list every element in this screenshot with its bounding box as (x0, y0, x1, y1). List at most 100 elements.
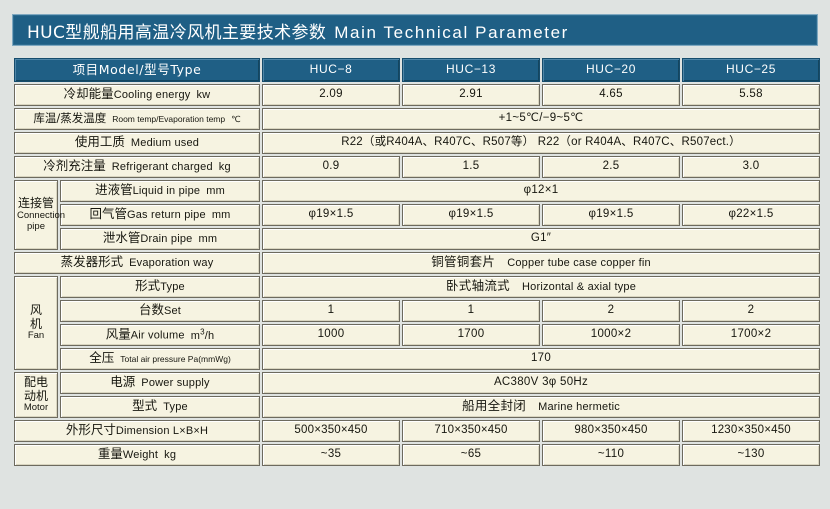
cell-air-volume-huc25: 1700×2 (682, 324, 821, 346)
cell-weight-huc8: ~35 (262, 444, 401, 466)
unit-tail: /h (204, 329, 215, 342)
group-label-cn-1: 配电 (23, 374, 48, 389)
label-cn: 进液管 (95, 182, 133, 198)
label-en: Total air pressure Pa(mmWg) (120, 354, 231, 365)
page-title-cn: HUC型舰船用高温冷风机主要技术参数 (27, 22, 327, 43)
cell-dimension-huc25: 1230×350×450 (682, 420, 821, 442)
unit-sup: 3 (200, 327, 205, 337)
label-en: Air volume (130, 329, 185, 342)
row-label-dimension: 外形尺寸Dimension L×B×H (14, 420, 261, 442)
label-cn: 台数 (138, 302, 164, 318)
table-row-air-volume: 风量Air volume m3/h 1000 1700 1000×2 1700×2 (14, 324, 821, 346)
label-unit: kg (164, 449, 177, 462)
group-label-en-1: Connection (17, 209, 66, 221)
table-row-refrigerant-charged: 冷剂充注量 Refrigerant charged kg 0.9 1.5 2.5 3… (14, 156, 821, 178)
cell-gas-return-huc13: φ19×1.5 (402, 204, 541, 226)
technical-parameter-table: 项目Model/型号Type HUC−8 HUC−13 HUC−20 HUC−2… (12, 56, 822, 468)
label-en: Type (163, 401, 188, 414)
group-label-connection-pipe: 连接管 Connection pipe (14, 180, 66, 250)
label-cn: 全压 (89, 350, 115, 366)
cell-dimension-huc20: 980×350×450 (542, 420, 681, 442)
group-label-fan: 风 机 Fan (14, 276, 58, 370)
cell-cooling-energy-huc8: 2.09 (262, 84, 401, 106)
label-en: Room temp/Evaporation temp (112, 113, 226, 124)
value-cn: 铜管铜套片 (431, 254, 496, 270)
cell-air-volume-huc20: 1000×2 (542, 324, 681, 346)
row-label-refrigerant-charged: 冷剂充注量 Refrigerant charged kg (14, 156, 261, 178)
row-label-liquid-in-pipe: 进液管Liquid in pipe mm (60, 180, 261, 202)
label-cn: 重量 (97, 446, 123, 462)
label-cn: 形式 (135, 278, 161, 294)
label-unit: kg (218, 161, 231, 174)
table-row-liquid-in-pipe: 连接管 Connection pipe 进液管Liquid in pipe mm … (14, 180, 821, 250)
row-label-fan-type: 形式Type (60, 276, 261, 298)
table-row-weight: 重量Weight kg ~35 ~65 ~110 ~130 (14, 444, 821, 466)
label-cn: 回气管 (89, 206, 127, 222)
table-row-medium-used: 使用工质 Medium used R22（或R404A、R407C、R507等） … (14, 132, 821, 154)
table-row-evaporation-way: 蒸发器形式 Evaporation way 铜管铜套片 Copper tube ca… (14, 252, 821, 274)
label-unit: mm (211, 209, 231, 222)
label-en: Set (163, 305, 182, 318)
cell-cooling-energy-huc20: 4.65 (542, 84, 681, 106)
table-row-power-supply: 配电 动机 Motor 电源 Power supply AC380V 3φ 50H… (14, 372, 821, 418)
cell-dimension-huc8: 500×350×450 (262, 420, 401, 442)
table-row-cooling-energy: 冷却能量Cooling energy kw 2.09 2.91 4.65 5.58 (14, 84, 821, 106)
unit-base: m (190, 329, 201, 342)
value-en: Horizontal & axial type (522, 281, 637, 294)
header-model-huc25: HUC−25 (682, 58, 821, 82)
group-label-cn: 连接管 (17, 196, 54, 211)
row-label-motor-type: 型式 Type (60, 396, 261, 418)
cell-dimension-huc13: 710×350×450 (402, 420, 541, 442)
cell-evaporation-way-all: 铜管铜套片 Copper tube case copper fin (262, 252, 821, 274)
label-en: Evaporation way (129, 257, 214, 270)
label-unit: kw (196, 89, 211, 102)
cell-refrigerant-huc8: 0.9 (262, 156, 401, 178)
table-row-total-air-pressure: 全压 Total air pressure Pa(mmWg) 170 (14, 348, 821, 370)
group-label-motor: 配电 动机 Motor (14, 372, 58, 418)
value-en: Copper tube case copper fin (507, 257, 651, 270)
cell-air-volume-huc8: 1000 (262, 324, 401, 346)
label-en: Refrigerant charged (111, 161, 213, 174)
cell-fan-set-huc8: 1 (262, 300, 401, 322)
label-unit: mm (206, 185, 225, 198)
group-label-cn-2: 机 (29, 316, 42, 331)
row-label-medium-used: 使用工质 Medium used (14, 132, 261, 154)
table-row-dimension: 外形尺寸Dimension L×B×H 500×350×450 710×350×… (14, 420, 821, 442)
label-cn: 型式 (132, 398, 158, 414)
row-label-weight: 重量Weight kg (14, 444, 261, 466)
row-label-air-volume: 风量Air volume m3/h (60, 324, 261, 346)
label-cn: 库温/蒸发温度 (33, 110, 107, 125)
table-row-drain-pipe: 泄水管Drain pipe mm G1″ (14, 228, 821, 250)
header-label-cell: 项目Model/型号Type (14, 58, 261, 82)
group-label-cn-1: 风 (29, 302, 42, 317)
cell-gas-return-huc8: φ19×1.5 (262, 204, 401, 226)
cell-air-volume-huc13: 1700 (402, 324, 541, 346)
label-cn: 风量 (105, 326, 131, 342)
header-model-huc8: HUC−8 (262, 58, 401, 82)
cell-total-air-pressure-all: 170 (262, 348, 821, 370)
row-label-room-temp: 库温/蒸发温度 Room temp/Evaporation temp ℃ (14, 108, 261, 130)
row-label-fan-set: 台数Set (60, 300, 261, 322)
table-row-room-temp: 库温/蒸发温度 Room temp/Evaporation temp ℃ +1~5℃… (14, 108, 821, 130)
cell-cooling-energy-huc13: 2.91 (402, 84, 541, 106)
label-cn: 泄水管 (102, 230, 141, 246)
cell-power-supply-all: AC380V 3φ 50Hz (262, 372, 821, 394)
row-label-total-air-pressure: 全压 Total air pressure Pa(mmWg) (60, 348, 261, 370)
value-en: Marine hermetic (538, 401, 620, 414)
page-title-bar: HUC型舰船用高温冷风机主要技术参数 Main Technical Paramet… (12, 14, 818, 46)
label-cn: 电源 (110, 374, 136, 390)
label-cn: 使用工质 (74, 134, 125, 150)
cell-fan-type-all: 卧式轴流式 Horizontal & axial type (262, 276, 821, 298)
cell-gas-return-huc20: φ19×1.5 (542, 204, 681, 226)
label-en: Dimension L×B×H (115, 425, 209, 438)
label-en: Liquid in pipe (132, 185, 201, 198)
cell-cooling-energy-huc25: 5.58 (682, 84, 821, 106)
label-unit: ℃ (231, 113, 241, 124)
cell-fan-set-huc25: 2 (682, 300, 821, 322)
cell-room-temp-all: +1~5℃/−9~5℃ (262, 108, 821, 130)
label-en: Weight (122, 449, 159, 462)
label-cn: 外形尺寸 (65, 422, 116, 438)
group-label-en: Motor (23, 402, 49, 414)
page-title-en: Main Technical Parameter (334, 22, 569, 42)
